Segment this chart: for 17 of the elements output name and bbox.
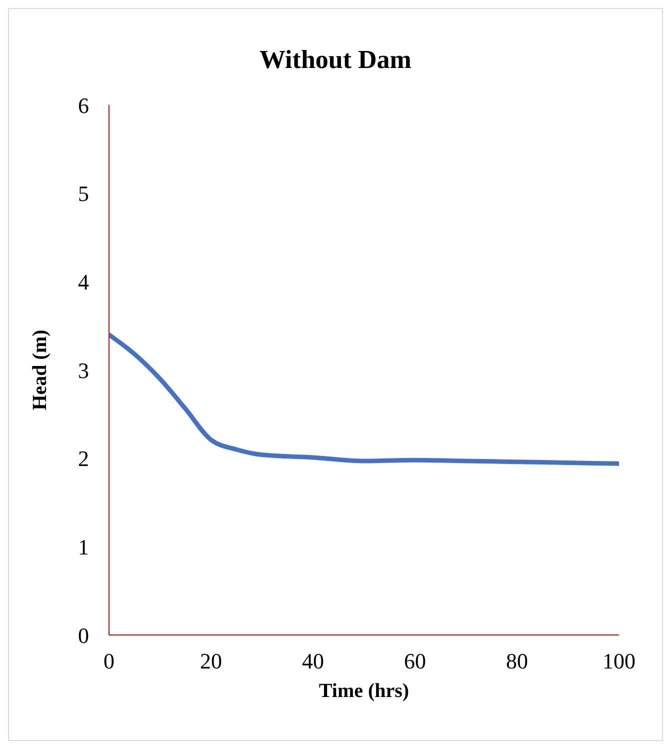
x-tick-label: 40	[302, 648, 324, 674]
y-tick-label: 4	[78, 269, 89, 294]
x-tick-label: 20	[200, 648, 222, 674]
x-tick-label: 80	[506, 648, 528, 674]
y-tick-label: 5	[78, 181, 89, 206]
y-tick-label: 0	[78, 622, 89, 648]
x-axis-title: Time (hrs)	[318, 680, 410, 702]
x-tick-label: 0	[104, 648, 114, 674]
y-tick-label: 3	[78, 358, 89, 383]
chart-title: Without Dam	[258, 45, 412, 75]
y-tick-label: 1	[78, 534, 89, 560]
x-tick-label: 60	[404, 648, 426, 674]
y-tick-label: 6	[78, 92, 89, 118]
x-tick-label: 100	[602, 648, 636, 674]
line-series	[109, 332, 619, 466]
y-axis-title: Head (m)	[29, 330, 52, 410]
y-tick-label: 2	[78, 446, 89, 472]
